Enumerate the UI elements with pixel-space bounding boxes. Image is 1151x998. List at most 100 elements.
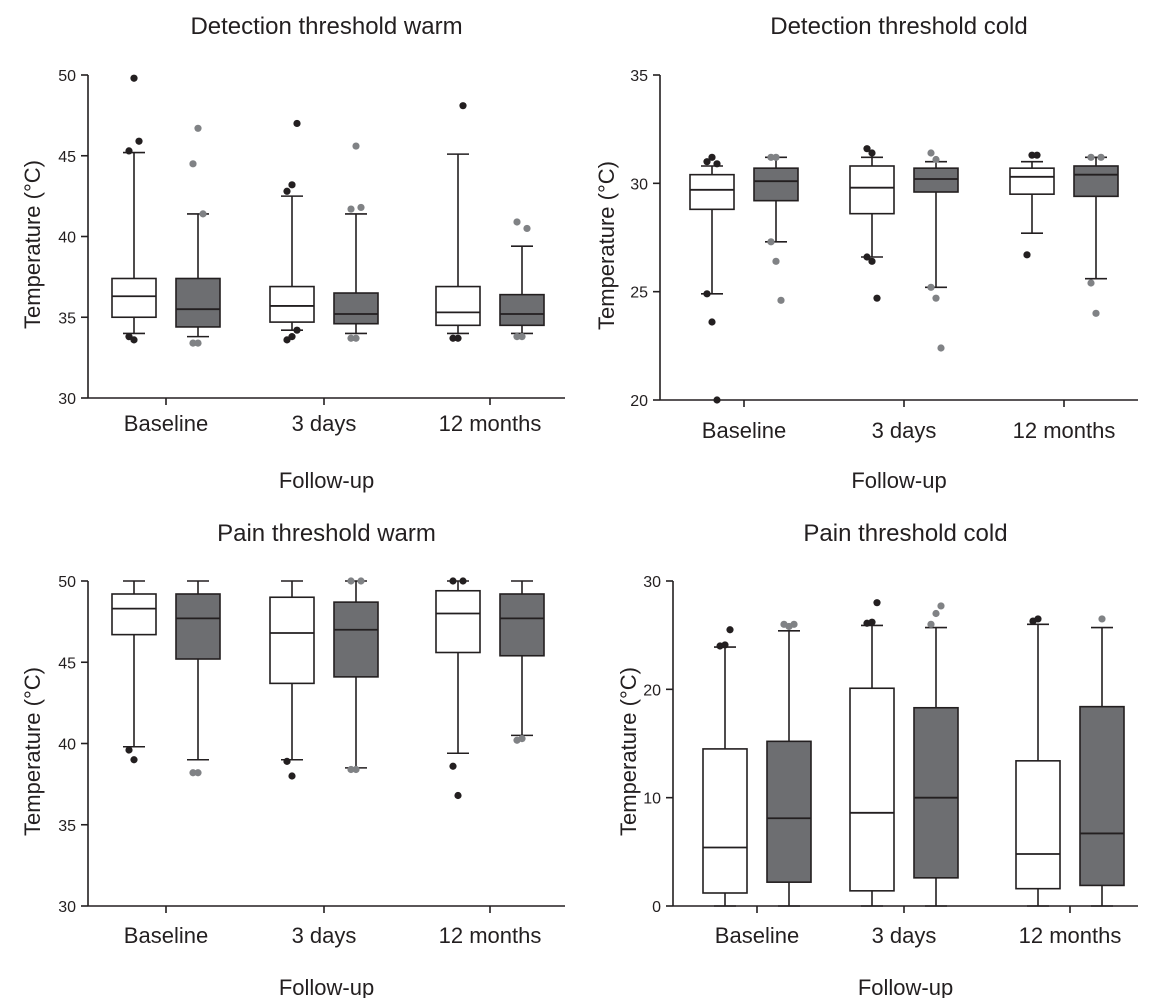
outlier-point	[1023, 251, 1031, 259]
outlier-point	[726, 626, 734, 634]
outlier-point	[790, 620, 798, 628]
iqr-box	[1009, 167, 1055, 195]
outlier-point	[459, 102, 467, 110]
outlier-point	[357, 203, 365, 212]
outlier-point	[518, 735, 526, 743]
box-plot	[849, 599, 895, 907]
outlier-point	[937, 344, 945, 352]
outlier-point	[1098, 615, 1106, 623]
outlier-point	[523, 224, 531, 233]
outlier-point	[347, 205, 355, 213]
outlier-point	[708, 153, 716, 161]
outlier-point	[449, 762, 457, 770]
outlier-point	[868, 257, 876, 265]
outlier-point	[189, 160, 197, 168]
outlier-point	[130, 756, 138, 764]
y-axis-label: Temperature (°C)	[20, 160, 45, 329]
iqr-box	[1079, 705, 1125, 887]
chart-panel: Detection threshold cold 20 25 30 35 Baseline…	[594, 13, 1138, 493]
outlier-point	[868, 618, 876, 626]
box-plot	[435, 577, 481, 800]
y-axis-label: Temperature (°C)	[20, 667, 45, 836]
outlier-point	[932, 294, 940, 302]
y-tick-label: 30	[630, 176, 648, 193]
outlier-point	[459, 577, 467, 585]
iqr-box	[849, 687, 895, 892]
iqr-box	[435, 285, 481, 327]
outlier-point	[868, 149, 876, 157]
outlier-point	[708, 318, 716, 326]
x-tick-label: Baseline	[715, 923, 799, 948]
box-plot	[175, 580, 221, 777]
outlier-point	[873, 294, 881, 302]
x-axis-label: Follow-up	[279, 468, 374, 493]
outlier-point	[288, 333, 296, 341]
box-plot	[111, 74, 157, 344]
box-plot	[913, 602, 959, 907]
y-tick-label: 30	[643, 574, 661, 591]
outlier-point	[927, 149, 935, 157]
outlier-point	[135, 137, 143, 145]
x-tick-label: 3 days	[872, 923, 937, 948]
outlier-point	[347, 765, 355, 774]
y-tick-label: 50	[58, 68, 76, 85]
x-tick-label: 3 days	[292, 411, 357, 436]
box-plot	[913, 149, 959, 352]
iqr-box	[175, 593, 221, 660]
box-plot	[269, 580, 315, 780]
outlier-point	[777, 296, 785, 304]
y-tick-label: 45	[58, 655, 76, 672]
outlier-point	[293, 119, 301, 128]
outlier-point	[772, 257, 780, 265]
y-tick-label: 20	[630, 393, 648, 410]
y-axis-label: Temperature (°C)	[594, 161, 619, 330]
iqr-box	[1073, 165, 1119, 198]
outlier-point	[932, 155, 940, 164]
outlier-point	[937, 602, 945, 610]
x-tick-label: 3 days	[292, 923, 357, 948]
outlier-point	[199, 210, 207, 218]
x-tick-label: 3 days	[872, 418, 937, 443]
outlier-point	[125, 147, 133, 155]
outlier-point	[1034, 615, 1042, 623]
outlier-point	[1087, 153, 1095, 161]
outlier-point	[189, 339, 197, 347]
y-tick-label: 30	[58, 391, 76, 408]
outlier-point	[927, 283, 935, 291]
chart-title: Detection threshold warm	[190, 13, 462, 40]
box-plot	[175, 124, 221, 347]
outlier-point	[194, 769, 202, 777]
y-tick-label: 0	[652, 899, 661, 916]
outlier-point	[352, 765, 360, 774]
iqr-box	[111, 593, 157, 636]
x-tick-label: 12 months	[439, 923, 542, 948]
box-plot	[499, 580, 545, 744]
y-tick-label: 45	[58, 149, 76, 166]
y-tick-label: 10	[643, 791, 661, 808]
outlier-point	[283, 757, 291, 765]
outlier-point	[1033, 151, 1041, 159]
outlier-point	[357, 577, 365, 585]
iqr-box	[1015, 760, 1061, 890]
outlier-point	[293, 326, 301, 334]
outlier-point	[1092, 309, 1100, 317]
x-axis-label: Follow-up	[858, 975, 953, 998]
outlier-point	[194, 339, 202, 347]
chart-panel: Pain threshold warm 30 35 40 45 50 Baseline 3 d…	[20, 520, 565, 998]
outlier-point	[873, 599, 881, 607]
y-tick-label: 40	[58, 230, 76, 247]
x-tick-label: 12 months	[439, 411, 542, 436]
box-plot	[333, 142, 379, 342]
iqr-box	[689, 173, 735, 211]
box-plot	[766, 620, 812, 907]
iqr-box	[766, 740, 812, 883]
box-plot	[1009, 151, 1055, 259]
x-tick-label: Baseline	[124, 411, 208, 436]
outlier-point	[130, 74, 138, 82]
iqr-box	[435, 589, 481, 654]
y-tick-label: 30	[58, 899, 76, 916]
x-tick-label: 12 months	[1013, 418, 1116, 443]
iqr-box	[702, 748, 748, 894]
outlier-point	[927, 620, 935, 628]
